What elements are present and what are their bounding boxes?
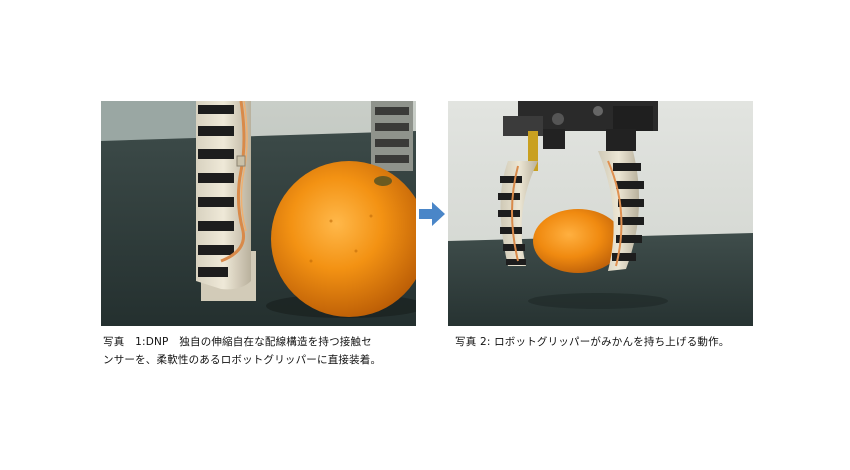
caption-line: 写真 1:DNP 独自の伸縮自在な配線構造を持つ接触セ (103, 336, 372, 348)
arrow-right-icon (418, 200, 446, 228)
caption-line: ンサーを、柔軟性のあるロボットグリッパーに直接装着。 (103, 354, 382, 366)
caption-line: 写真 2: ロボットグリッパーがみかんを持ち上げる動作。 (455, 336, 730, 348)
photo-gripper-sensor (101, 101, 416, 326)
photo-1-caption: 写真 1:DNP 独自の伸縮自在な配線構造を持つ接触セ ンサーを、柔軟性のあるロ… (103, 333, 423, 369)
photo-2-caption: 写真 2: ロボットグリッパーがみかんを持ち上げる動作。 (455, 333, 755, 351)
photo-gripper-lifting (448, 101, 753, 326)
